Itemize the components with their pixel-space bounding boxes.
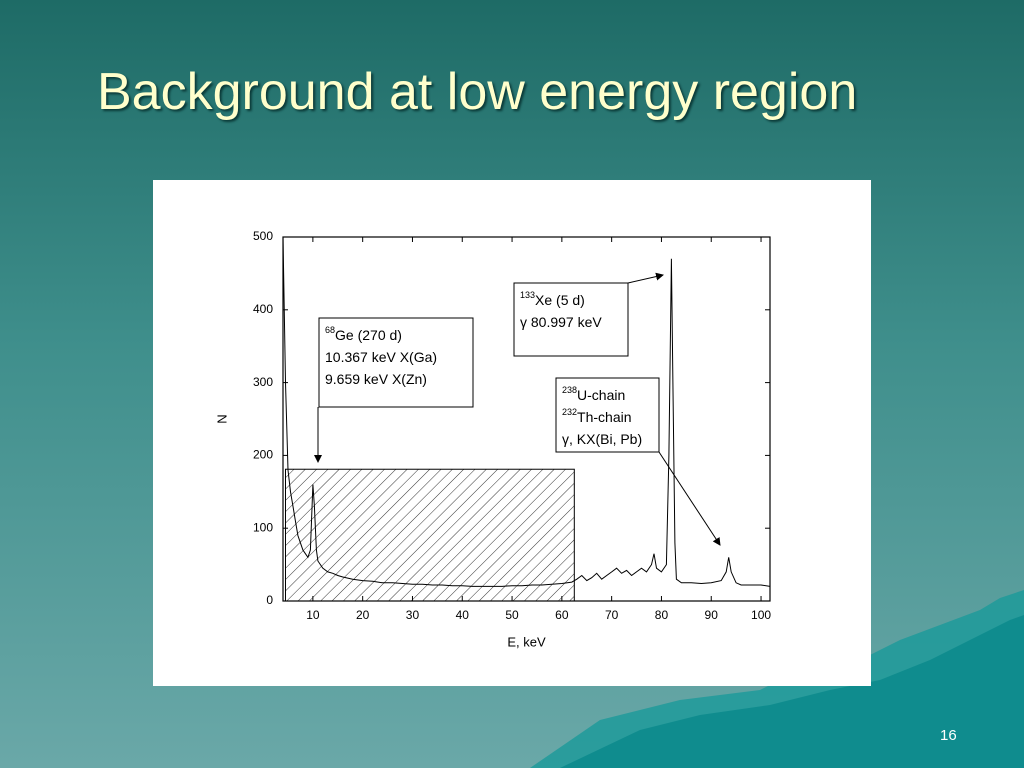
annotation: 133Xe (5 d) γ 80.997 keV	[513, 272, 664, 357]
annotation-text: 10.367 keV X(Ga)	[325, 349, 437, 365]
x-tick-label: 30	[406, 608, 420, 622]
annotation-line: 232Th-chain	[562, 407, 632, 424]
annotation-text: γ, KX(Bi, Pb)	[562, 431, 642, 447]
annotation: 68Ge (270 d) 10.367 keV X(Ga) 9.659 keV X(…	[314, 317, 474, 463]
y-tick-label: 200	[253, 448, 273, 462]
annotation-line: 68Ge (270 d)	[325, 325, 402, 342]
annotation-line: 10.367 keV X(Ga)	[325, 349, 437, 365]
y-axis-label: N	[214, 414, 229, 423]
x-tick-label: 100	[751, 608, 771, 622]
annotation-text: Ge (270 d)	[335, 327, 402, 343]
annotation-box	[318, 317, 474, 408]
x-tick-label: 10	[306, 608, 320, 622]
annotation-line: γ 80.997 keV	[520, 314, 602, 330]
annotation-box	[555, 377, 660, 453]
x-tick-label: 20	[356, 608, 370, 622]
x-tick-label: 40	[456, 608, 470, 622]
annotation-sup: 133	[520, 290, 535, 300]
x-axis-label: E, keV	[507, 634, 546, 649]
page-number: 16	[940, 727, 957, 744]
annotation-sup: 232	[562, 407, 577, 417]
annotation-text: 9.659 keV X(Zn)	[325, 371, 427, 387]
slide-title: Background at low energy region	[97, 63, 858, 121]
y-tick-label: 500	[253, 229, 273, 243]
annotation-arrow	[658, 451, 721, 546]
y-tick-label: 300	[253, 375, 273, 389]
annotation-sup: 238	[562, 385, 577, 395]
annotation-line: γ, KX(Bi, Pb)	[562, 431, 642, 447]
mountain	[560, 615, 1024, 768]
annotation-arrow	[627, 272, 664, 284]
annotation-text: Th-chain	[577, 409, 631, 425]
spectrum-line	[282, 236, 771, 587]
x-tick-label: 90	[705, 608, 719, 622]
annotation-line: 9.659 keV X(Zn)	[325, 371, 427, 387]
annotation-text: Xe (5 d)	[535, 292, 585, 308]
chart: 0 100 200 300 400 500 10 20 30 40 50 60 70 80 90 100 E, …	[153, 180, 871, 686]
plot-frame	[282, 236, 771, 602]
x-tick-label: 80	[655, 608, 669, 622]
annotation-box	[513, 282, 629, 357]
annotation-text: γ 80.997 keV	[520, 314, 602, 330]
x-tick-label: 50	[505, 608, 519, 622]
annotation-line: 133Xe (5 d)	[520, 290, 585, 307]
annotation-text: U-chain	[577, 387, 625, 403]
x-tick-label: 70	[605, 608, 619, 622]
annotation-line: 238U-chain	[562, 385, 625, 402]
annotation-sup: 68	[325, 325, 335, 335]
x-tick-label: 60	[555, 608, 569, 622]
y-tick-label: 0	[266, 593, 273, 607]
hatched-region	[284, 468, 575, 602]
y-tick-label: 400	[253, 302, 273, 316]
y-tick-label: 100	[253, 520, 273, 534]
